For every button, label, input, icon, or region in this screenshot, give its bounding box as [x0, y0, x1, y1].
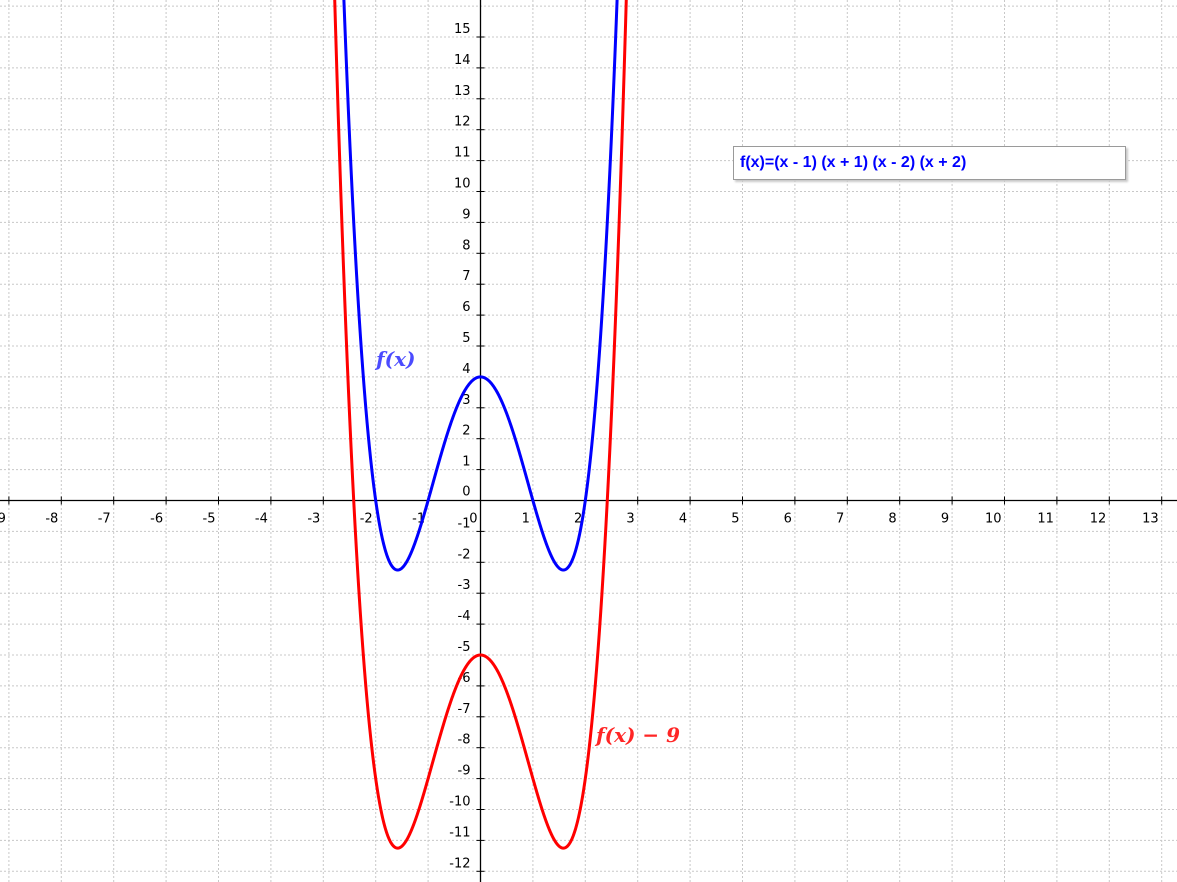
y-tick-label: 11	[454, 146, 471, 161]
x-tick-label: 8	[888, 512, 896, 527]
y-tick-label: -10	[449, 795, 470, 810]
y-tick-label: -4	[458, 609, 471, 624]
x-tick-label: -8	[45, 512, 58, 527]
x-tick-label: 0	[469, 512, 477, 527]
x-tick-label: 1	[522, 512, 530, 527]
x-tick-label: -7	[98, 512, 111, 527]
y-tick-label: 8	[462, 238, 470, 253]
tick-labels: -9-8-7-6-5-4-3-2-1012345678910111213-12-…	[0, 22, 1159, 871]
x-tick-label: -9	[0, 512, 6, 527]
y-tick-label: 3	[462, 393, 470, 408]
x-tick-label: -2	[360, 512, 373, 527]
y-tick-label: 1	[462, 455, 470, 470]
x-tick-label: 7	[836, 512, 844, 527]
x-tick-label: 11	[1037, 512, 1054, 527]
x-tick-label: 2	[574, 512, 582, 527]
y-tick-label: 5	[462, 331, 470, 346]
y-tick-label: -5	[458, 640, 471, 655]
y-tick-label: -1	[458, 516, 471, 531]
y-tick-label: -9	[458, 764, 471, 779]
curve-labels: f(x) f(x) − 9	[374, 347, 680, 747]
y-tick-label: -11	[449, 825, 470, 840]
y-tick-label: -12	[449, 856, 470, 871]
y-tick-label: 12	[454, 115, 471, 130]
x-tick-label: 5	[731, 512, 739, 527]
y-tick-label: 10	[454, 177, 471, 192]
y-tick-label: -7	[458, 702, 471, 717]
y-tick-label: 7	[462, 269, 470, 284]
series-label-1: f(x) − 9	[594, 723, 680, 747]
formula-legend-text: f(x)=(x - 1) (x + 1) (x - 2) (x + 2)	[740, 154, 967, 171]
formula-legend-box[interactable]: f(x)=(x - 1) (x + 1) (x - 2) (x + 2)	[733, 146, 1126, 180]
series-line-0[interactable]	[342, 0, 619, 572]
series-label-0: f(x)	[374, 347, 415, 371]
x-tick-label: -5	[203, 512, 216, 527]
x-tick-label: 9	[941, 512, 949, 527]
y-tick-label: 14	[454, 53, 471, 68]
x-tick-label: -6	[150, 512, 163, 527]
y-tick-label: -2	[458, 547, 471, 562]
x-tick-label: 10	[985, 512, 1002, 527]
x-tick-label: -3	[307, 512, 320, 527]
y-tick-label: 15	[454, 22, 471, 37]
y-tick-label: -3	[458, 578, 471, 593]
y-tick-label: 9	[462, 207, 470, 222]
y-tick-label: 13	[454, 84, 471, 99]
x-tick-label: -4	[255, 512, 268, 527]
y-tick-label: 6	[462, 300, 470, 315]
x-tick-label: 13	[1142, 512, 1159, 527]
y-tick-label: 4	[462, 362, 470, 377]
curves	[333, 0, 628, 850]
x-tick-label: 4	[679, 512, 687, 527]
y-tick-label: 0	[462, 485, 470, 500]
x-tick-label: 12	[1090, 512, 1107, 527]
y-tick-label: -8	[458, 733, 471, 748]
y-tick-label: 2	[462, 424, 470, 439]
x-tick-label: 6	[784, 512, 792, 527]
series-line-1[interactable]	[333, 0, 628, 850]
x-tick-label: 3	[626, 512, 634, 527]
